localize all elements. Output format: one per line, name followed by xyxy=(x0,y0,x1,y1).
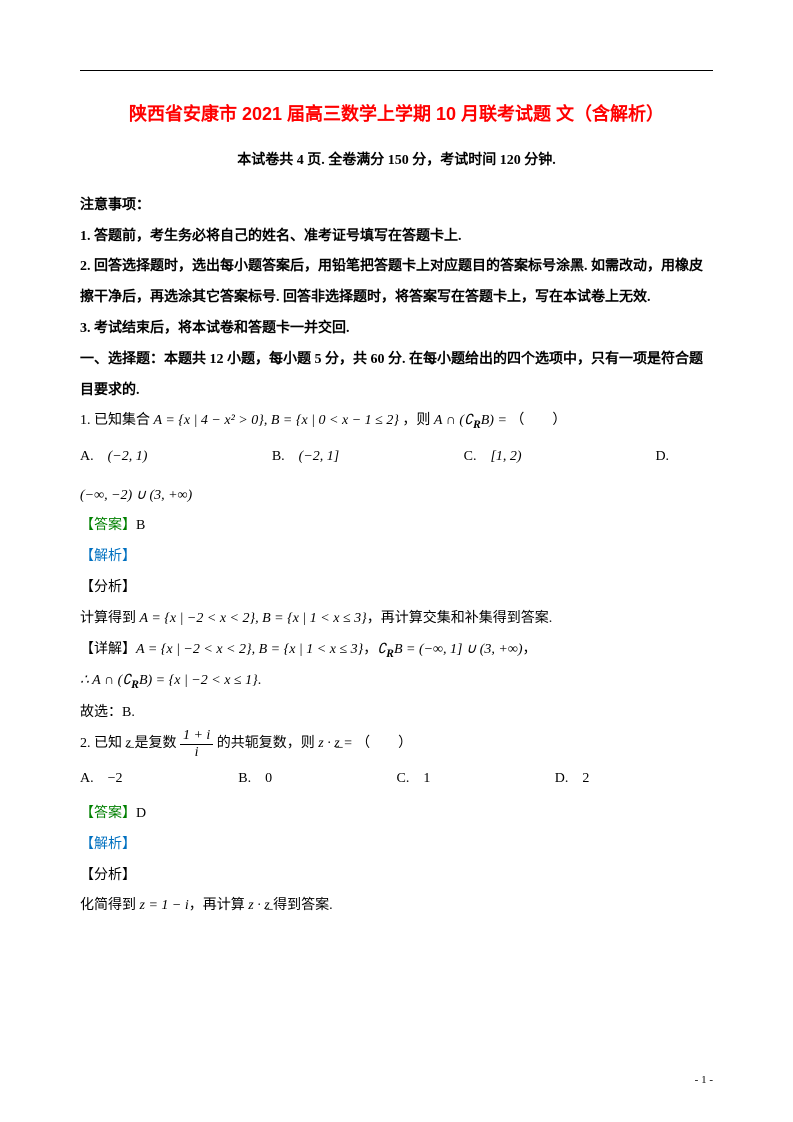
question-number: 2. xyxy=(80,736,91,751)
question-text: ，则 xyxy=(402,413,434,428)
question-1: 1. 已知集合 A = {x | 4 − x² > 0}, B = {x | 0… xyxy=(80,406,713,437)
section-header: 一、选择题：本题共 12 小题，每小题 5 分，共 60 分. 在每小题给出的四… xyxy=(80,345,713,407)
document-title: 陕西省安康市 2021 届高三数学上学期 10 月联考试题 文（含解析） xyxy=(80,101,713,128)
analysis-label: 【解析】 xyxy=(80,542,713,573)
detail-text: 【详解】A = {x | −2 < x < 2}, B = {x | 1 < x… xyxy=(80,635,713,666)
answer-line: 【答案】B xyxy=(80,511,713,542)
question-text: （ ） xyxy=(356,736,412,751)
option-a: A. (−2, 1) xyxy=(80,442,272,473)
question-text: 已知 _z 是复数 xyxy=(94,736,180,751)
analysis-text: 化简得到 z = 1 − i，再计算 z · _z 得到答案. xyxy=(80,891,713,922)
answer-value: B xyxy=(136,518,145,533)
analysis-label: 【解析】 xyxy=(80,830,713,861)
options-row: A. (−2, 1) B. (−2, 1] C. [1, 2) D. xyxy=(80,442,713,473)
document-subtitle: 本试卷共 4 页. 全卷满分 150 分，考试时间 120 分钟. xyxy=(80,146,713,177)
notice-header: 注意事项： xyxy=(80,191,713,222)
option-d-continuation: (−∞, −2) ∪ (3, +∞) xyxy=(80,481,713,512)
math-expression: A = {x | 4 − x² > 0}, B = {x | 0 < x − 1… xyxy=(154,413,399,428)
answer-line: 【答案】D xyxy=(80,799,713,830)
notice-item: 2. 回答选择题时，选出每小题答案后，用铅笔把答题卡上对应题目的答案标号涂黑. … xyxy=(80,252,713,314)
option-c: C. 1 xyxy=(397,764,555,795)
analysis-header: 【分析】 xyxy=(80,573,713,604)
header-line xyxy=(80,70,713,71)
page-number: - 1 - xyxy=(695,1068,713,1092)
option-c: C. [1, 2) xyxy=(464,442,656,473)
conclusion: ∴ A ∩ (∁RB) = {x | −2 < x ≤ 1}. xyxy=(80,666,713,697)
question-number: 1. xyxy=(80,413,91,428)
answer-label: 【答案】 xyxy=(80,518,136,533)
answer-label: 【答案】 xyxy=(80,806,136,821)
option-d: D. xyxy=(655,442,713,473)
analysis-header: 【分析】 xyxy=(80,861,713,892)
notice-item: 3. 考试结束后，将本试卷和答题卡一并交回. xyxy=(80,314,713,345)
final-answer: 故选：B. xyxy=(80,698,713,729)
option-a: A. −2 xyxy=(80,764,238,795)
option-d: D. 2 xyxy=(555,764,713,795)
question-text: （ ） xyxy=(510,413,566,428)
question-2: 2. 已知 _z 是复数 1 + ii 的共轭复数，则 z · _z = （ ） xyxy=(80,728,713,760)
question-text: 已知集合 xyxy=(94,413,154,428)
options-row: A. −2 B. 0 C. 1 D. 2 xyxy=(80,764,713,795)
math-expression: 1 + ii xyxy=(180,728,213,760)
answer-value: D xyxy=(136,806,146,821)
option-b: B. 0 xyxy=(238,764,396,795)
question-text: 的共轭复数，则 z · _z = xyxy=(217,736,353,751)
option-b: B. (−2, 1] xyxy=(272,442,464,473)
notice-item: 1. 答题前，考生务必将自己的姓名、准考证号填写在答题卡上. xyxy=(80,222,713,253)
analysis-text: 计算得到 A = {x | −2 < x < 2}, B = {x | 1 < … xyxy=(80,604,713,635)
math-expression: A ∩ (∁RB) = xyxy=(434,413,507,428)
